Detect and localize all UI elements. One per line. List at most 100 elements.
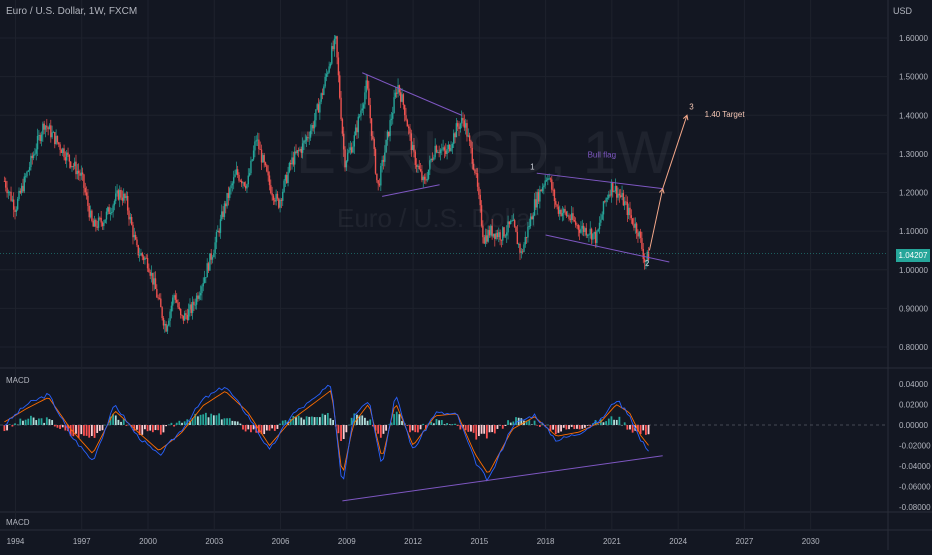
macd-histogram-bar bbox=[602, 422, 605, 425]
macd-histogram-bar bbox=[154, 425, 157, 431]
candle-body bbox=[203, 277, 206, 283]
candle-body bbox=[545, 179, 548, 181]
macd-histogram-bar bbox=[512, 421, 515, 425]
candle-body bbox=[352, 146, 354, 153]
macd-histogram-bar bbox=[456, 425, 459, 426]
candle-body bbox=[31, 155, 33, 159]
candle-body bbox=[157, 297, 159, 299]
candle-body bbox=[299, 148, 301, 151]
candle-body bbox=[403, 104, 406, 116]
candle-body bbox=[535, 199, 537, 208]
candle-body bbox=[405, 115, 407, 121]
candle-body bbox=[476, 173, 479, 187]
candle-body bbox=[36, 135, 39, 150]
wave-1-label: 1 bbox=[530, 162, 535, 171]
macd-histogram-bar bbox=[446, 423, 448, 425]
macd-histogram-bar bbox=[610, 416, 613, 425]
candle-body bbox=[136, 239, 138, 246]
candle-body bbox=[9, 191, 11, 193]
macd-histogram-bar bbox=[244, 425, 247, 432]
candle-body bbox=[617, 193, 619, 198]
candle-body bbox=[222, 211, 224, 217]
macd-histogram-bar bbox=[573, 425, 576, 430]
macd-histogram-bar bbox=[88, 425, 91, 438]
candle-body bbox=[369, 105, 371, 119]
candle-body bbox=[19, 190, 22, 193]
macd-histogram-bar bbox=[496, 425, 499, 429]
candle-body bbox=[348, 150, 350, 153]
macd-histogram-bar bbox=[305, 416, 308, 425]
macd-histogram-bar bbox=[8, 424, 11, 425]
macd-histogram-bar bbox=[167, 424, 170, 425]
macd-histogram-bar bbox=[621, 424, 623, 426]
candle-body bbox=[209, 253, 211, 271]
candle-body bbox=[303, 140, 305, 144]
candle-body bbox=[99, 217, 101, 219]
macd-histogram-bar bbox=[308, 416, 311, 425]
candle-body bbox=[645, 260, 647, 263]
candle-body bbox=[426, 178, 428, 181]
trendline bbox=[382, 184, 440, 197]
candle-body bbox=[125, 195, 128, 199]
candle-body bbox=[260, 149, 263, 163]
time-tick-label: 2015 bbox=[470, 537, 488, 546]
macd-histogram-bar bbox=[647, 425, 650, 435]
candle-body bbox=[164, 323, 166, 326]
macd-histogram-bar bbox=[271, 425, 274, 429]
watermark-name: Euro / U.S. Dollar bbox=[337, 203, 540, 233]
candle-body bbox=[256, 139, 259, 141]
candle-body bbox=[83, 174, 85, 188]
candle-body bbox=[604, 201, 606, 203]
candle-body bbox=[223, 203, 226, 217]
macd-histogram-bar bbox=[531, 424, 533, 425]
macd-histogram-bar bbox=[22, 420, 24, 425]
macd-histogram-bar bbox=[202, 414, 205, 425]
candle-body bbox=[178, 307, 181, 309]
wave-2-label: 2 bbox=[645, 259, 650, 268]
candle-body bbox=[67, 152, 69, 155]
time-tick-label: 2030 bbox=[802, 537, 820, 546]
candle-body bbox=[217, 230, 219, 233]
candle-body bbox=[539, 189, 541, 202]
macd-histogram-bar bbox=[210, 413, 213, 425]
time-tick-label: 2009 bbox=[338, 537, 356, 546]
candle-body bbox=[142, 256, 145, 260]
candle-body bbox=[500, 239, 503, 241]
candle-body bbox=[525, 236, 528, 238]
price-tick-label: 1.20000 bbox=[899, 189, 928, 198]
candle-body bbox=[585, 228, 587, 236]
candle-body bbox=[396, 92, 398, 94]
candle-body bbox=[512, 220, 515, 221]
candle-body bbox=[520, 251, 523, 253]
candle-body bbox=[282, 191, 284, 201]
candle-body bbox=[629, 207, 631, 216]
candle-body bbox=[158, 298, 161, 299]
candle-body bbox=[561, 213, 564, 216]
candle-body bbox=[556, 204, 558, 207]
candle-body bbox=[433, 157, 435, 160]
candle-body bbox=[329, 63, 332, 67]
macd-histogram-bar bbox=[321, 413, 324, 425]
candle-body bbox=[145, 257, 147, 259]
candle-body bbox=[321, 93, 324, 95]
candle-body bbox=[152, 272, 154, 285]
time-tick-label: 2000 bbox=[139, 537, 157, 546]
candle-body bbox=[64, 157, 67, 161]
candle-body bbox=[161, 307, 163, 318]
candle-body bbox=[317, 104, 320, 113]
macd-histogram-bar bbox=[361, 415, 364, 425]
candle-body bbox=[149, 272, 151, 276]
macd-histogram-bar bbox=[311, 416, 313, 425]
macd-histogram-bar bbox=[546, 424, 549, 426]
macd-histogram-bar bbox=[117, 419, 120, 425]
macd-histogram-bar bbox=[631, 425, 634, 433]
last-price-badge: 1.04207 bbox=[896, 249, 930, 262]
candle-body bbox=[439, 149, 442, 154]
macd-histogram-bar bbox=[157, 425, 160, 431]
candle-body bbox=[620, 195, 622, 198]
macd-histogram-bar bbox=[67, 425, 69, 432]
price-tick-label: 0.80000 bbox=[899, 343, 928, 352]
macd-histogram-bar bbox=[393, 414, 395, 425]
macd-histogram-bar bbox=[64, 425, 67, 431]
